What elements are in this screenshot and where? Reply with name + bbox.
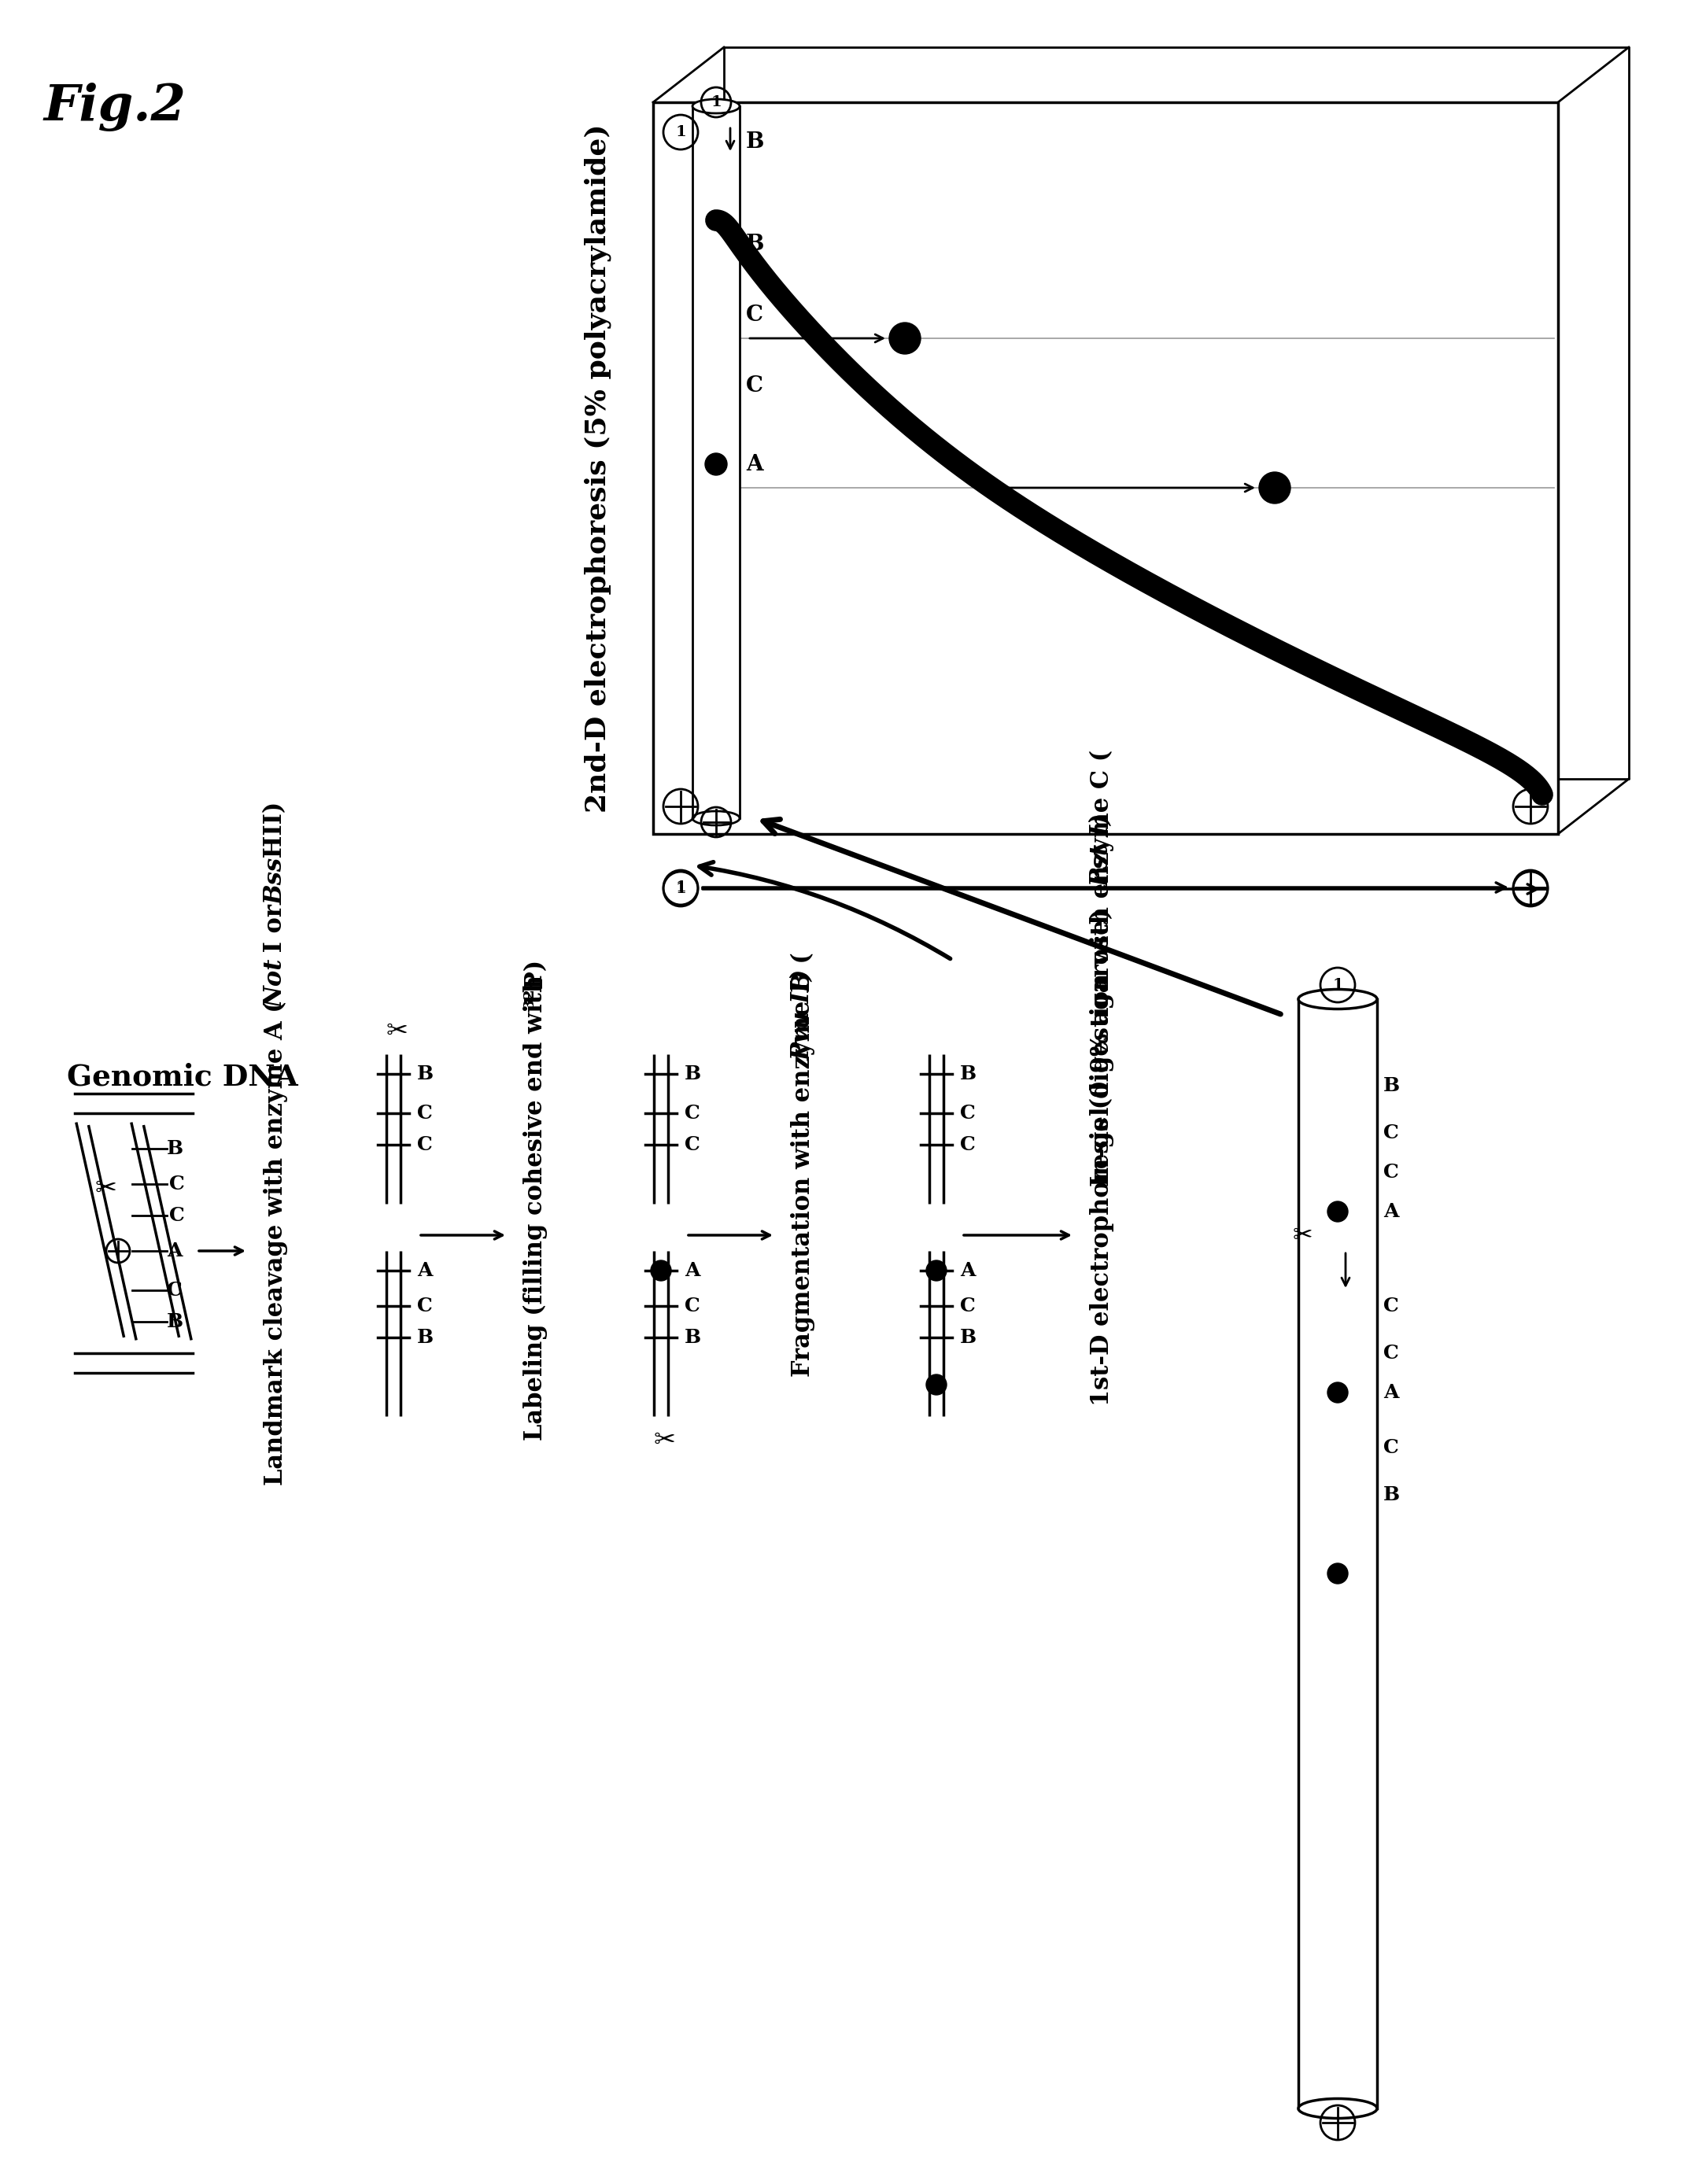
Text: C: C <box>1383 1439 1398 1457</box>
Circle shape <box>705 452 727 476</box>
Text: B: B <box>746 131 764 153</box>
Text: A: A <box>960 1260 976 1280</box>
Text: Pvu II): Pvu II) <box>790 970 815 1061</box>
Text: A: A <box>418 1260 433 1280</box>
Text: 1: 1 <box>675 882 687 895</box>
Circle shape <box>927 1260 947 1280</box>
Text: A: A <box>1383 1382 1398 1402</box>
Text: A: A <box>746 454 763 474</box>
Text: C: C <box>418 1297 433 1315</box>
Text: Genomic DNA: Genomic DNA <box>68 1061 298 1092</box>
Text: C: C <box>1383 1297 1398 1315</box>
Text: B: B <box>418 1064 433 1083</box>
Circle shape <box>1327 1564 1348 1583</box>
Text: 1: 1 <box>675 124 687 140</box>
Circle shape <box>1327 1382 1348 1402</box>
Text: C: C <box>418 1103 433 1123</box>
Text: C: C <box>960 1136 976 1153</box>
Text: 1: 1 <box>675 880 687 895</box>
Text: ✂: ✂ <box>1292 1223 1312 1247</box>
Ellipse shape <box>692 98 739 114</box>
Text: In-gel digestion with enzyme C (: In-gel digestion with enzyme C ( <box>1089 749 1114 1186</box>
Text: C: C <box>1383 1123 1398 1142</box>
Text: ✂: ✂ <box>654 1426 676 1452</box>
Text: B: B <box>1383 1485 1400 1505</box>
Text: B: B <box>1383 1077 1400 1094</box>
Text: A: A <box>685 1260 700 1280</box>
Ellipse shape <box>1299 2099 1376 2118</box>
Circle shape <box>889 323 920 354</box>
Text: Bss: Bss <box>264 858 287 904</box>
Text: C: C <box>685 1136 700 1153</box>
Text: 1: 1 <box>1333 978 1343 992</box>
Text: B: B <box>685 1064 702 1083</box>
Text: C: C <box>1383 1343 1398 1363</box>
Text: C: C <box>746 304 763 325</box>
Text: Landmark cleavage with enzyme A (: Landmark cleavage with enzyme A ( <box>264 1000 287 1485</box>
Text: B: B <box>746 234 764 256</box>
FancyBboxPatch shape <box>653 103 1557 834</box>
Text: ✂: ✂ <box>386 1018 409 1044</box>
Text: C: C <box>418 1136 433 1153</box>
Text: 2nd-D electrophoresis (5% polyacrylamide): 2nd-D electrophoresis (5% polyacrylamide… <box>585 124 612 812</box>
Text: C: C <box>1383 1162 1398 1182</box>
Circle shape <box>651 1260 671 1280</box>
Circle shape <box>1260 472 1290 505</box>
Text: B: B <box>960 1064 977 1083</box>
Ellipse shape <box>1299 989 1376 1009</box>
FancyBboxPatch shape <box>692 107 739 819</box>
Text: C: C <box>960 1103 976 1123</box>
Text: 1st-D electrophoresis (0.9% agarose): 1st-D electrophoresis (0.9% agarose) <box>1089 909 1114 1406</box>
Text: HII): HII) <box>264 802 287 867</box>
Text: I or: I or <box>264 895 287 961</box>
Text: C: C <box>169 1206 184 1225</box>
Text: Labeling (filling cohesive end with: Labeling (filling cohesive end with <box>523 968 548 1441</box>
FancyBboxPatch shape <box>1299 998 1376 2108</box>
Circle shape <box>1327 1201 1348 1221</box>
Text: C: C <box>960 1297 976 1315</box>
Text: B: B <box>167 1140 183 1158</box>
Text: Pst I): Pst I) <box>1089 812 1114 887</box>
Text: C: C <box>685 1103 700 1123</box>
Text: Fragmentation with enzyme B (: Fragmentation with enzyme B ( <box>790 952 815 1376</box>
Text: C: C <box>685 1297 700 1315</box>
Text: ³²P): ³²P) <box>523 959 548 1009</box>
Text: B: B <box>960 1328 977 1348</box>
Text: ✂: ✂ <box>95 1175 117 1201</box>
Text: B: B <box>167 1313 183 1332</box>
Text: Not: Not <box>264 959 287 1009</box>
Ellipse shape <box>692 810 739 826</box>
Text: B: B <box>685 1328 702 1348</box>
Text: A: A <box>167 1241 183 1260</box>
Text: Fig.2: Fig.2 <box>44 83 186 131</box>
Text: B: B <box>418 1328 433 1348</box>
Text: A: A <box>1383 1201 1398 1221</box>
Text: C: C <box>169 1175 184 1192</box>
Circle shape <box>927 1374 947 1396</box>
Text: C: C <box>746 376 763 395</box>
Text: 1: 1 <box>710 96 722 109</box>
Text: C: C <box>167 1280 183 1299</box>
